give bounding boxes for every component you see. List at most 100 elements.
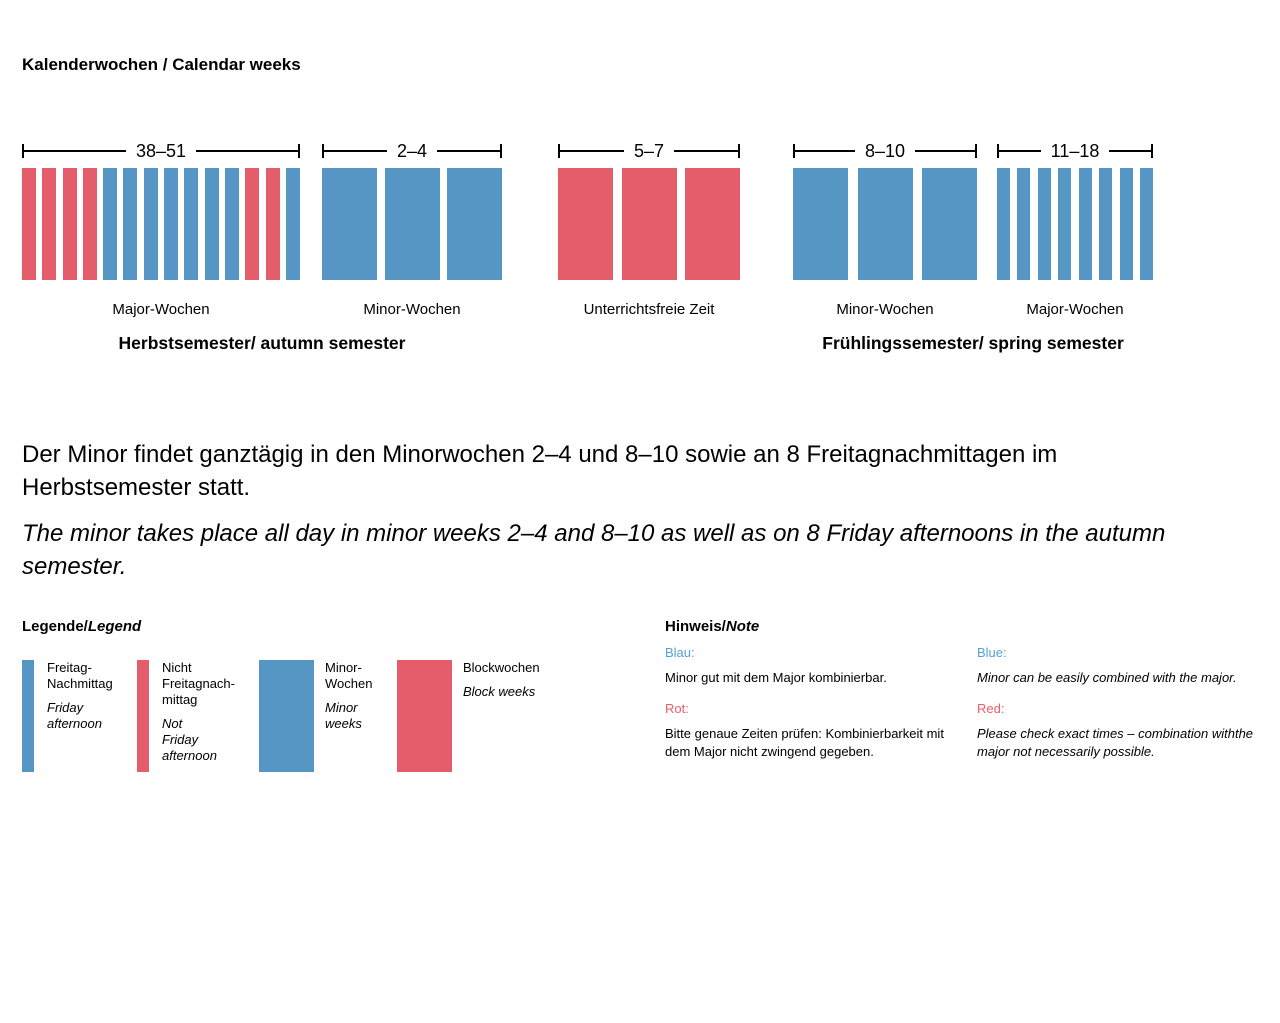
note-column-german: Blau: Minor gut mit dem Major kombinierb…: [665, 644, 961, 761]
legend-swatch-minor-weeks: [259, 660, 314, 772]
group-caption: Major-Wochen: [112, 301, 210, 318]
paragraph-german: Der Minor findet ganztägig in den Minorw…: [22, 441, 1058, 501]
week-bar-blue: [793, 168, 848, 280]
note-label-blue: Blue:: [977, 645, 1007, 660]
legend-swatch-block-weeks: [397, 660, 452, 772]
note-heading: Hinweis/Note: [665, 618, 759, 635]
note-text-blue: Minor can be easily combined with the ma…: [977, 670, 1237, 685]
week-bar-blue: [447, 168, 502, 280]
legend-swatch-friday-afternoon: [22, 660, 34, 772]
range-label: 2–4: [386, 142, 438, 160]
range-label: 11–18: [1040, 142, 1110, 160]
bracket-tick-left: [22, 144, 24, 158]
semester-title-autumn: Herbstsemester/ autumn semester: [118, 333, 406, 353]
week-bar-blue: [1017, 168, 1031, 280]
legend-label-de: Nicht Freitagnach- mittag: [162, 660, 235, 707]
bracket-tick-right: [975, 144, 977, 158]
week-bar-red: [558, 168, 613, 280]
note-column-english: Blue: Minor can be easily combined with …: [977, 644, 1269, 761]
note-text-blau: Minor gut mit dem Major kombinierbar.: [665, 670, 887, 685]
week-bar-blue: [997, 168, 1010, 280]
week-bars: [997, 168, 1153, 280]
page-title: Kalenderwochen / Calendar weeks: [22, 55, 301, 74]
week-bar-red: [82, 168, 97, 280]
week-bar-blue: [1119, 168, 1133, 280]
week-group-11-18: 11–18 Major-Wochen: [997, 142, 1153, 318]
week-group-2-4: 2–4 Minor-Wochen: [322, 142, 502, 318]
range-label: 5–7: [623, 142, 675, 160]
note-heading-en: Note: [725, 618, 760, 635]
week-bar-blue: [922, 168, 977, 280]
description-block: Der Minor findet ganztägig in den Minorw…: [22, 438, 1207, 583]
legend-heading-de: Legende/: [22, 618, 88, 635]
legend-heading-en: Legend: [87, 618, 142, 635]
week-bar-blue: [143, 168, 158, 280]
paragraph-english: The minor takes place all day in minor w…: [22, 520, 1166, 580]
range-bracket: 11–18: [997, 142, 1153, 160]
bracket-tick-left: [558, 144, 560, 158]
range-bracket: 8–10: [793, 142, 977, 160]
legend-label-de: Minor- Wochen: [325, 660, 373, 691]
bracket-tick-right: [500, 144, 502, 158]
week-bar-blue: [164, 168, 179, 280]
week-bar-blue: [123, 168, 138, 280]
legend-label-de: Freitag- Nachmittag: [47, 660, 113, 691]
group-caption: Minor-Wochen: [836, 301, 934, 318]
legend-heading: Legende/Legend: [22, 618, 141, 635]
range-bracket: 38–51: [22, 142, 300, 160]
week-bar-blue: [224, 168, 239, 280]
week-group-38-51: 38–51 Major-Wochen: [22, 142, 300, 318]
bracket-tick-right: [1151, 144, 1153, 158]
week-group-8-10: 8–10 Minor-Wochen: [793, 142, 977, 318]
week-bar-blue: [184, 168, 199, 280]
group-caption: Unterrichtsfreie Zeit: [583, 301, 715, 318]
week-bar-blue: [1037, 168, 1051, 280]
legend-label-en: Friday afternoon: [47, 700, 102, 731]
range-label: 8–10: [854, 142, 916, 160]
legend-item-friday-afternoon: Freitag- Nachmittag Friday afternoon: [47, 660, 135, 732]
semester-title-spring: Frühlingssemester/ spring semester: [822, 333, 1124, 353]
week-bar-blue: [204, 168, 219, 280]
range-label: 38–51: [125, 142, 197, 160]
note-heading-de: Hinweis/: [665, 618, 726, 635]
bracket-tick-right: [738, 144, 740, 158]
legend-item-not-friday-afternoon: Nicht Freitagnach- mittag Not Friday aft…: [162, 660, 258, 764]
range-bracket: 2–4: [322, 142, 502, 160]
bracket-tick-left: [793, 144, 795, 158]
note-text-rot: Bitte genaue Zeiten prüfen: Kombinierbar…: [665, 726, 944, 759]
week-bar-blue: [857, 168, 913, 280]
week-bars: [22, 168, 300, 280]
week-bar-blue: [103, 168, 118, 280]
bracket-tick-right: [298, 144, 300, 158]
note-label-rot: Rot:: [665, 701, 689, 716]
range-bracket: 5–7: [558, 142, 740, 160]
week-bar-red: [685, 168, 740, 280]
week-bar-red: [621, 168, 677, 280]
note-label-red: Red:: [977, 701, 1005, 716]
note-label-blau: Blau:: [665, 645, 695, 660]
note-text-red: Please check exact times – combination w…: [977, 726, 1254, 759]
week-bar-blue: [1078, 168, 1092, 280]
week-group-5-7: 5–7 Unterrichtsfreie Zeit: [558, 142, 740, 318]
week-bar-blue: [1058, 168, 1072, 280]
week-bar-blue: [1099, 168, 1113, 280]
bracket-tick-left: [322, 144, 324, 158]
week-bar-red: [265, 168, 280, 280]
week-bar-blue: [285, 168, 300, 280]
legend-item-block-weeks: Blockwochen Block weeks: [463, 660, 559, 700]
legend-label-en: Block weeks: [463, 684, 536, 699]
week-bars: [558, 168, 740, 280]
week-bar-blue: [1139, 168, 1153, 280]
bracket-tick-left: [997, 144, 999, 158]
group-caption: Minor-Wochen: [363, 301, 461, 318]
legend-label-de: Blockwochen: [463, 660, 540, 675]
legend-swatch-not-friday-afternoon: [137, 660, 149, 772]
week-bar-red: [62, 168, 77, 280]
week-bar-blue: [322, 168, 377, 280]
week-bar-red: [22, 168, 36, 280]
week-bar-red: [42, 168, 57, 280]
week-bar-red: [245, 168, 260, 280]
group-caption: Major-Wochen: [1026, 301, 1124, 318]
week-bars: [793, 168, 977, 280]
